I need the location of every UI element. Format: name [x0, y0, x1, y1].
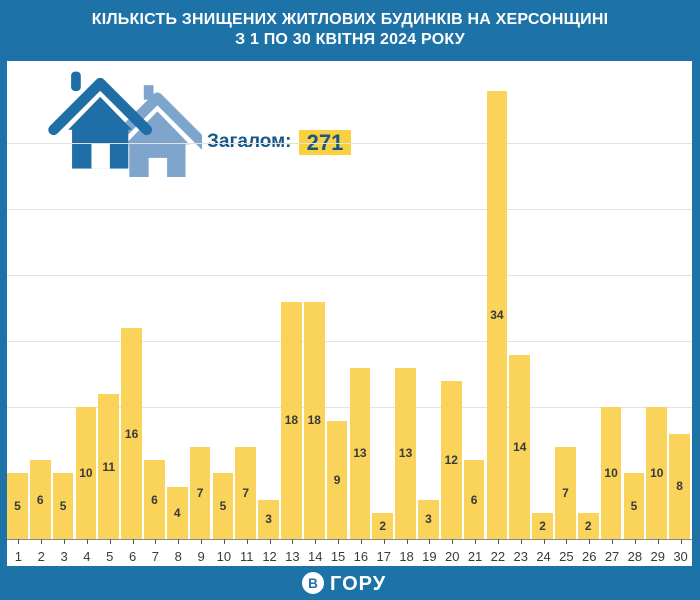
svg-text:ГОРУ: ГОРУ — [330, 573, 386, 595]
svg-text:B: B — [308, 576, 318, 591]
